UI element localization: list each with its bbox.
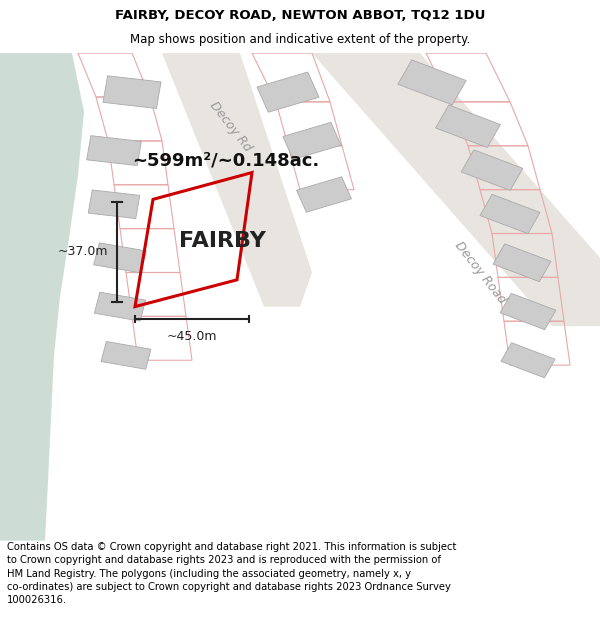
Polygon shape — [103, 76, 161, 109]
Text: ~599m²/~0.148ac.: ~599m²/~0.148ac. — [132, 151, 319, 169]
Polygon shape — [283, 122, 341, 159]
Polygon shape — [86, 136, 142, 166]
Polygon shape — [398, 60, 466, 105]
Text: Contains OS data © Crown copyright and database right 2021. This information is : Contains OS data © Crown copyright and d… — [7, 542, 457, 605]
Text: Decoy Road: Decoy Road — [452, 239, 508, 306]
Polygon shape — [493, 244, 551, 282]
Polygon shape — [461, 150, 523, 191]
Polygon shape — [257, 72, 319, 112]
Polygon shape — [94, 292, 146, 321]
Polygon shape — [88, 190, 140, 219]
Polygon shape — [312, 53, 600, 326]
Polygon shape — [94, 243, 146, 273]
Polygon shape — [162, 53, 312, 307]
Polygon shape — [501, 342, 555, 377]
Text: ~45.0m: ~45.0m — [167, 329, 217, 342]
Polygon shape — [480, 194, 540, 234]
Polygon shape — [296, 177, 352, 212]
Polygon shape — [0, 53, 84, 541]
Polygon shape — [500, 293, 556, 329]
Text: ~37.0m: ~37.0m — [58, 245, 108, 258]
Polygon shape — [436, 105, 500, 148]
Polygon shape — [101, 341, 151, 369]
Text: FAIRBY, DECOY ROAD, NEWTON ABBOT, TQ12 1DU: FAIRBY, DECOY ROAD, NEWTON ABBOT, TQ12 1… — [115, 9, 485, 22]
Text: FAIRBY: FAIRBY — [179, 231, 265, 251]
Text: Map shows position and indicative extent of the property.: Map shows position and indicative extent… — [130, 33, 470, 46]
Text: Decoy Rd: Decoy Rd — [208, 99, 254, 154]
